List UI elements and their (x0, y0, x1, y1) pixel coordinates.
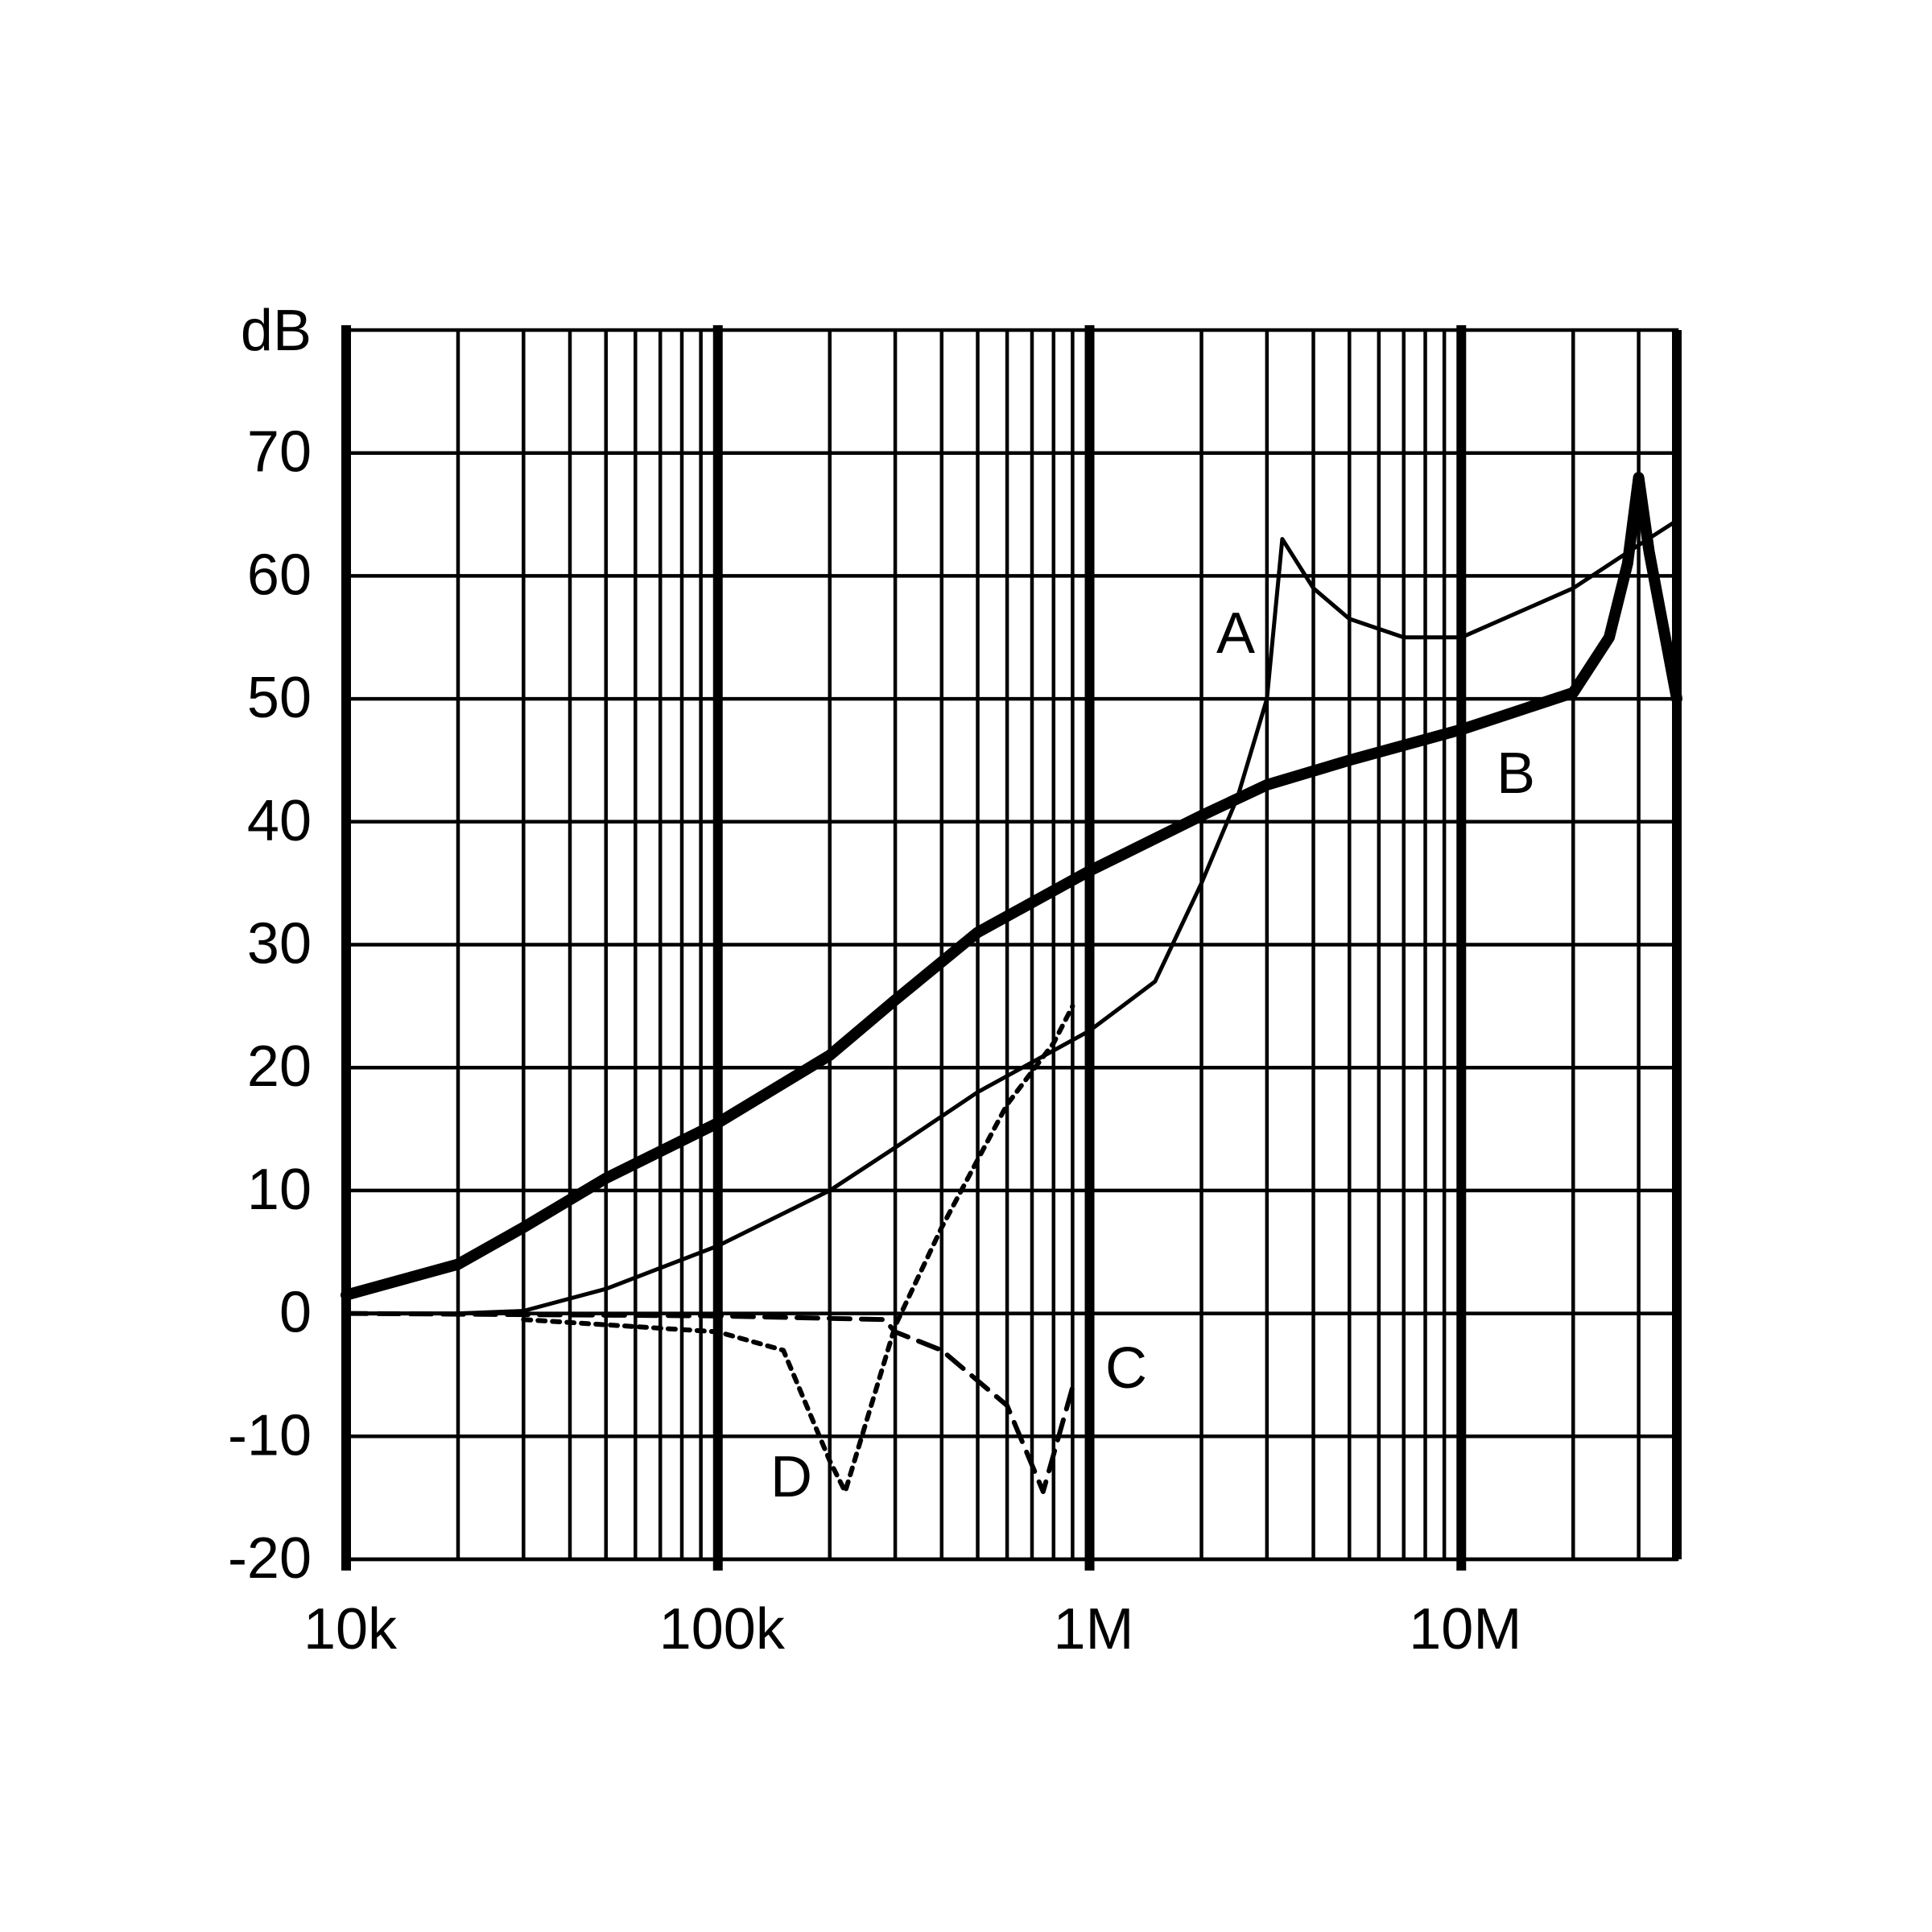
series-label: D (770, 1445, 812, 1509)
x-tick-label: 100k (659, 1597, 786, 1662)
y-tick-label: 0 (279, 1281, 312, 1345)
y-tick-label: 60 (247, 543, 312, 607)
y-tick-label: -20 (228, 1526, 312, 1591)
y-tick-label: 20 (247, 1034, 312, 1099)
y-tick-label: 70 (247, 420, 312, 485)
series-line (344, 518, 1679, 1316)
y-tick-label: 10 (247, 1158, 312, 1222)
series-label: A (1216, 601, 1255, 666)
series-label: B (1496, 741, 1535, 806)
y-tick-label: -10 (228, 1403, 312, 1468)
x-tick-label: 1M (1054, 1597, 1134, 1662)
series-label: C (1105, 1336, 1147, 1401)
y-tick-label: 30 (247, 912, 312, 976)
series-line (341, 472, 1682, 1301)
series-line (521, 1003, 1075, 1494)
y-tick-label: 50 (247, 666, 312, 730)
x-tick-label: 10k (303, 1597, 398, 1662)
series-line (344, 1311, 1075, 1494)
x-tick-label: 10M (1409, 1597, 1521, 1662)
y-axis-label: dB (241, 299, 312, 363)
y-tick-label: 40 (247, 789, 312, 853)
